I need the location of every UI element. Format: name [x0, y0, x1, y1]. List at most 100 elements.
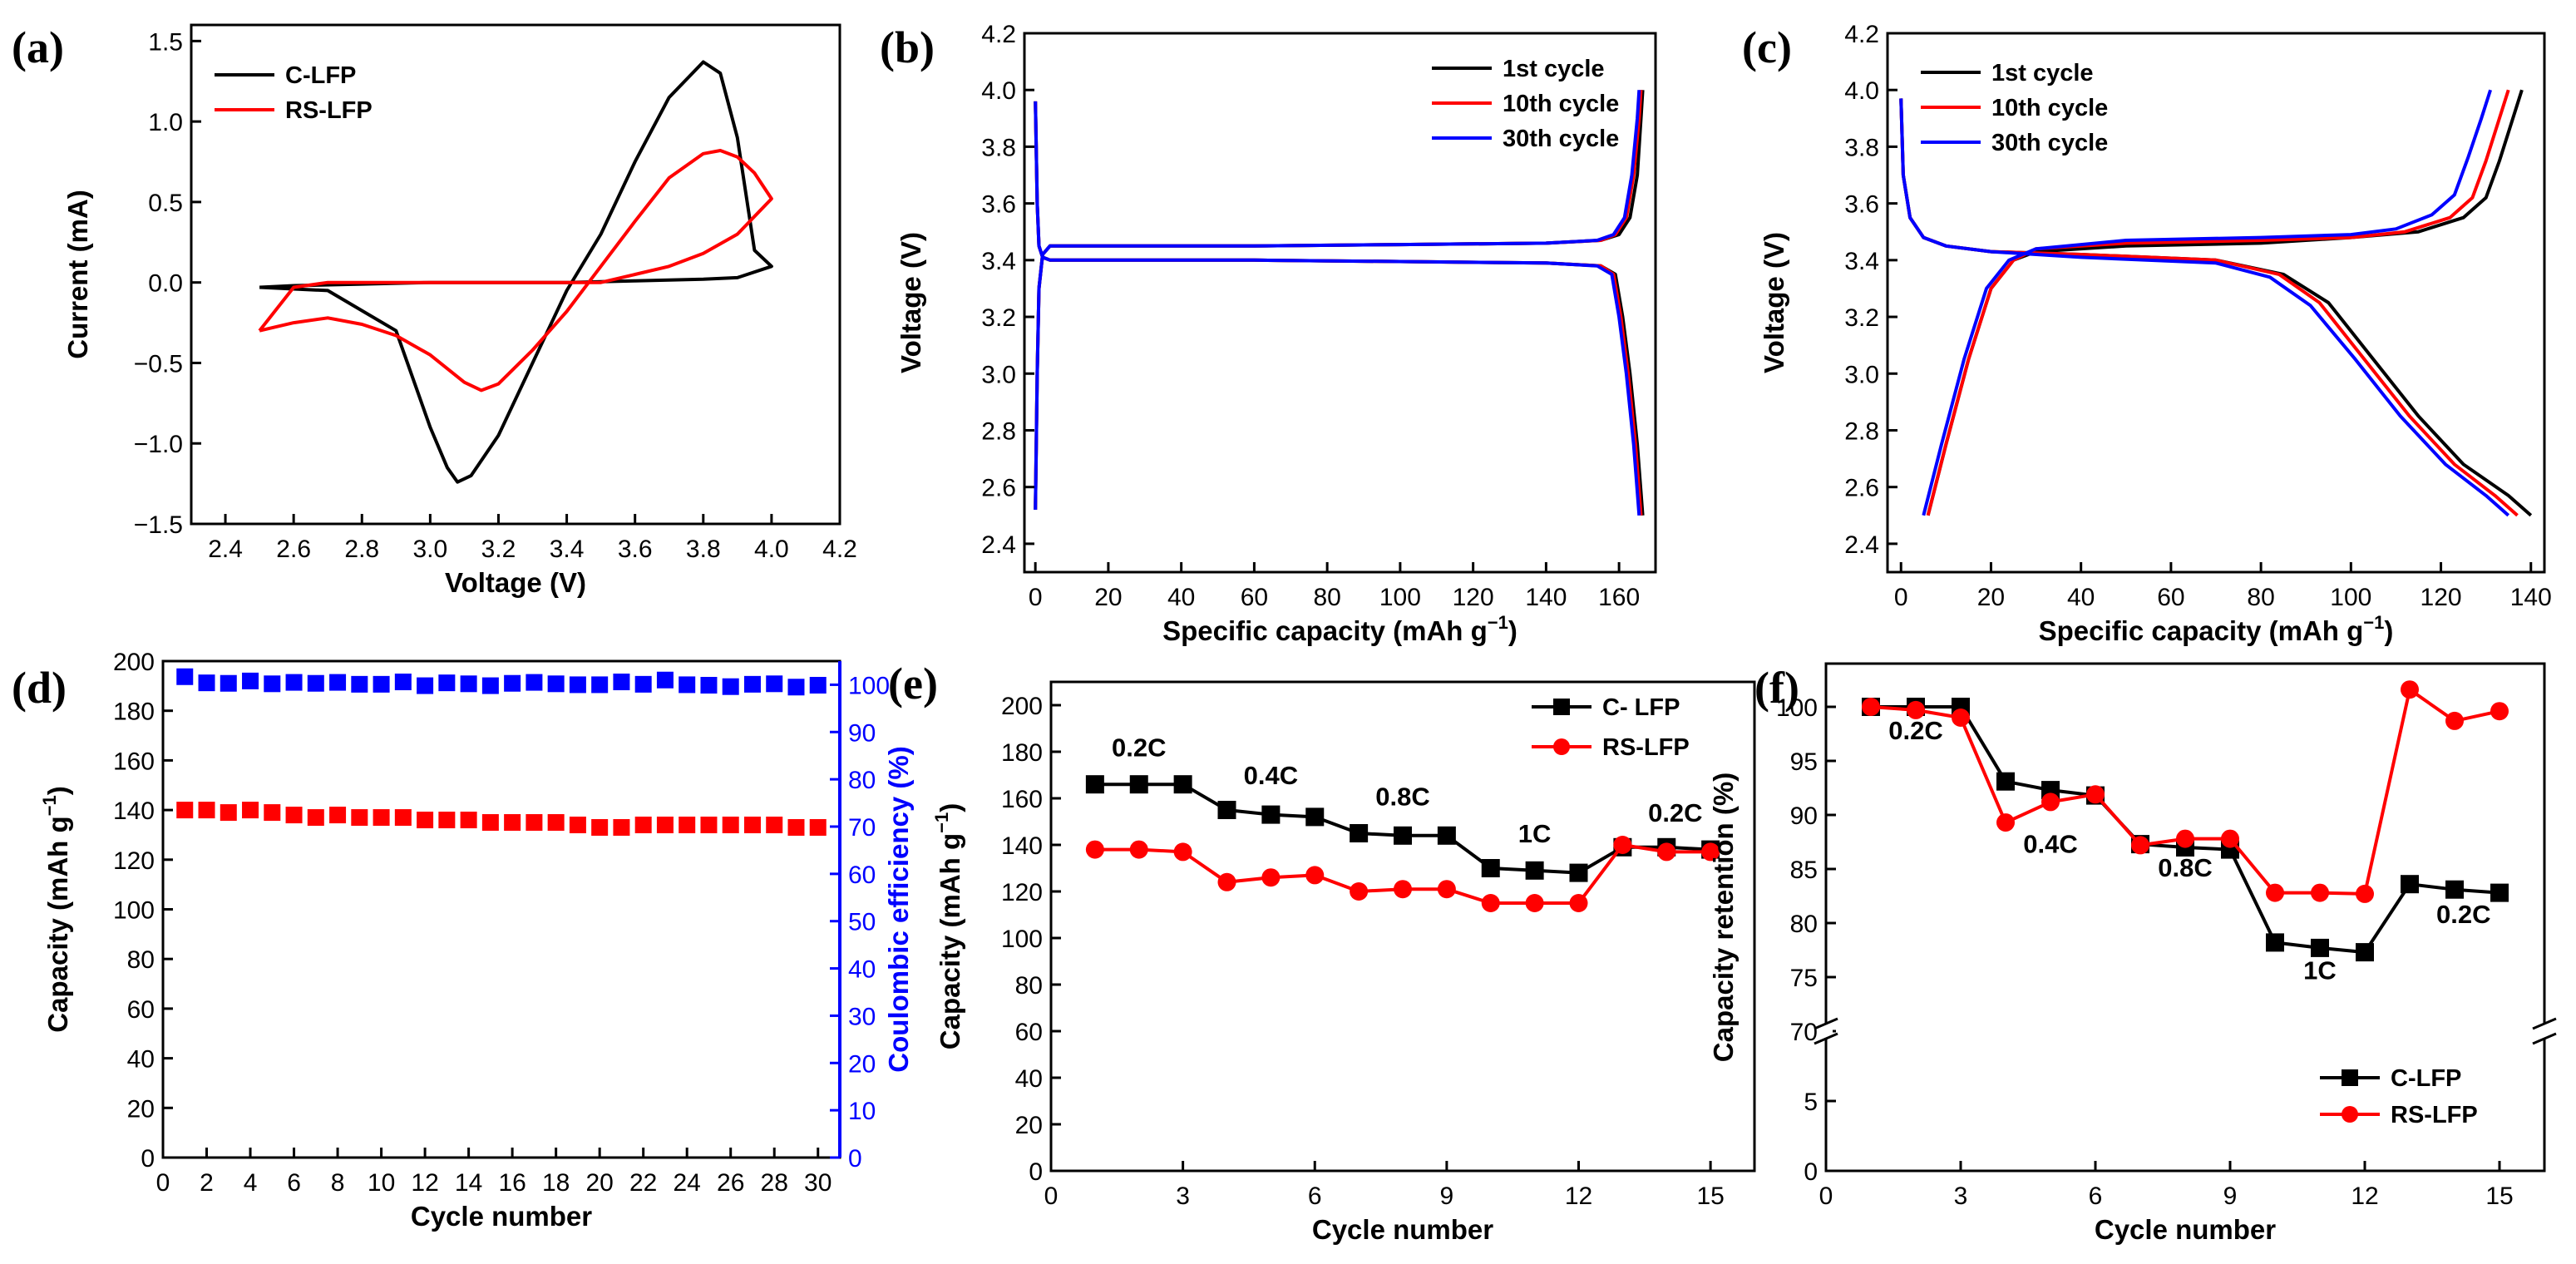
legend-label-f: RS-LFP	[2391, 1102, 2478, 1128]
data-point-square	[2311, 938, 2329, 957]
x-tick-label: 3.6	[618, 536, 653, 563]
y-tick-label: 180	[1001, 739, 1043, 767]
y-tick-label: 60	[1015, 1019, 1043, 1046]
y-tick-label: −1.0	[134, 431, 183, 458]
series-line-1st-discharge	[1034, 101, 1645, 516]
data-point-square	[504, 814, 521, 832]
panel-label-d: (d)	[12, 663, 67, 713]
data-point-circle	[2176, 829, 2194, 848]
data-point-square	[481, 677, 499, 694]
x-tick-label: 140	[2510, 584, 2552, 611]
y-axis-label: Voltage (V)	[1759, 232, 1789, 373]
x-tick-label: 9	[1440, 1183, 1454, 1210]
x-tick-label: 140	[1525, 584, 1567, 611]
y-tick-label: 3.8	[1844, 134, 1879, 161]
data-point-square	[329, 807, 347, 824]
y-tick-label: 20	[127, 1095, 155, 1123]
data-point-square	[351, 675, 368, 693]
data-point-square	[679, 817, 696, 834]
data-point-square	[591, 676, 609, 694]
rate-annotation: 0.2C	[2436, 900, 2490, 929]
data-point-circle	[1613, 836, 1632, 854]
x-tick-label: 4	[244, 1169, 258, 1197]
data-point-square	[176, 668, 194, 685]
x-axis-label-sup: −1	[2363, 612, 2384, 633]
data-point-square	[394, 674, 412, 691]
y-tick-label: 3.2	[981, 304, 1016, 332]
x-tick-label: 0	[1894, 584, 1908, 611]
data-point-square	[743, 817, 761, 834]
data-point-square	[1173, 775, 1192, 794]
rate-annotation: 1C	[1518, 819, 1552, 848]
plot-frame-b	[1023, 32, 1657, 574]
data-point-square	[220, 674, 237, 692]
y-tick-label: 80	[1790, 911, 1818, 938]
data-point-square	[1129, 775, 1148, 794]
x-tick-label: 0	[156, 1169, 170, 1197]
y-tick-label: 100	[1001, 926, 1043, 953]
data-point-square	[307, 674, 324, 692]
y2-tick-label: 100	[848, 672, 890, 699]
y-tick-label: 80	[127, 946, 155, 974]
x-tick-label: 0	[1029, 584, 1043, 611]
y-tick-label: 0	[1029, 1158, 1043, 1186]
data-point-circle	[1305, 866, 1325, 885]
data-point-square	[809, 818, 827, 836]
x-axis-label: Specific capacity (mAh g−1)	[2039, 612, 2394, 646]
y2-tick-label: 0	[848, 1145, 862, 1173]
y-tick-label: 70	[1790, 1019, 1818, 1046]
x-tick-label: 3.8	[686, 536, 721, 563]
data-point-circle	[1437, 880, 1456, 899]
data-point-square	[373, 809, 390, 827]
y-tick-label: 2.8	[1844, 417, 1879, 445]
legend-label-c: 1st cycle	[1991, 60, 2094, 86]
x-tick-label: 20	[1094, 584, 1122, 611]
series-line-30th-discharge	[1034, 101, 1641, 516]
y-tick-label: 3.4	[1844, 248, 1879, 275]
y-tick-label: −0.5	[134, 350, 183, 378]
data-point-square	[394, 809, 412, 827]
x-tick-label: 6	[287, 1169, 301, 1197]
data-point-square	[1350, 824, 1369, 842]
x-tick-label: 12	[2351, 1183, 2378, 1210]
y2-tick-label: 20	[848, 1050, 876, 1078]
y-tick-label: 140	[1001, 832, 1043, 860]
data-point-circle	[1701, 842, 1720, 862]
data-point-circle	[2266, 883, 2284, 902]
data-point-square	[1553, 699, 1570, 715]
data-point-square	[1261, 805, 1281, 824]
x-axis-label: Specific capacity (mAh g−1)	[1162, 612, 1517, 646]
x-tick-label: 2.4	[208, 536, 243, 563]
x-tick-label: 120	[1453, 584, 1494, 611]
data-point-circle	[1085, 840, 1104, 859]
series-line-c-lfp	[259, 60, 773, 484]
x-tick-label: 60	[2157, 584, 2184, 611]
data-point-circle	[2445, 711, 2464, 730]
x-tick-label: 15	[2485, 1183, 2513, 1210]
data-point-square	[1437, 826, 1456, 845]
data-point-square	[656, 817, 674, 834]
rate-annotation: 0.2C	[1648, 798, 1702, 827]
axis-break-mark	[2532, 1032, 2557, 1045]
y-tick-label: 3.0	[1844, 361, 1879, 388]
series-line-30th-charge	[1034, 90, 1641, 511]
y-axis-label: Current (mA)	[62, 190, 93, 359]
data-point-square	[787, 818, 805, 836]
series-line-1st-charge	[1034, 90, 1645, 511]
y-tick-label: 200	[1001, 693, 1043, 720]
axis-break-gap	[1819, 1024, 1833, 1039]
panel-label-f: (f)	[1754, 663, 1799, 713]
y-tick-label: 180	[113, 699, 155, 726]
y-tick-label: 3.4	[981, 248, 1016, 275]
y-tick-label: 20	[1015, 1112, 1043, 1139]
x-tick-label: 3.2	[481, 536, 516, 563]
legend-label-a: C-LFP	[285, 62, 356, 89]
legend-label-e: C- LFP	[1602, 694, 1680, 721]
rate-annotation: 0.2C	[1112, 733, 1166, 763]
y-axis-label-sup: −1	[39, 795, 60, 816]
data-point-circle	[1129, 840, 1148, 859]
y-tick-label: 3.8	[981, 134, 1016, 161]
data-point-square	[198, 802, 215, 819]
data-point-square	[1394, 826, 1412, 845]
